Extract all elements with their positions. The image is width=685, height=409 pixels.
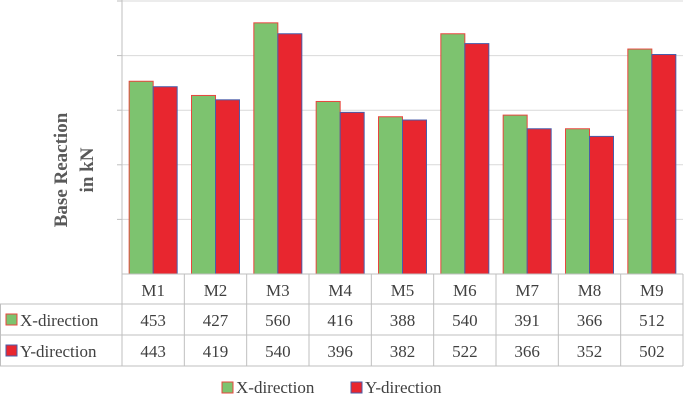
legend-key xyxy=(221,381,234,394)
bar-y-direction-m2 xyxy=(215,99,240,275)
data-label: 540 xyxy=(452,311,478,330)
data-label: 391 xyxy=(514,311,540,330)
x-tick-label: M4 xyxy=(328,281,352,300)
bar-x-direction-m1 xyxy=(128,80,154,275)
data-label: 453 xyxy=(140,311,166,330)
y-axis-title-line-1: Base Reaction xyxy=(51,112,72,227)
bar-y-direction-m9 xyxy=(651,54,677,275)
x-tick-label: M3 xyxy=(266,281,290,300)
bar-x-direction-m9 xyxy=(627,48,653,275)
data-label: 540 xyxy=(265,342,291,361)
bar-y-direction-m8 xyxy=(589,135,614,275)
y-axis-title-line-2: in kN xyxy=(77,147,98,192)
x-tick-label: M6 xyxy=(453,281,477,300)
bar-y-direction-m6 xyxy=(464,43,490,275)
data-label: 382 xyxy=(390,342,416,361)
table-legend-key xyxy=(5,313,18,326)
data-label: 560 xyxy=(265,311,291,330)
bar-x-direction-m8 xyxy=(565,128,590,275)
data-label: 502 xyxy=(639,342,665,361)
data-label: 512 xyxy=(639,311,665,330)
bar-x-direction-m2 xyxy=(191,94,216,275)
bars xyxy=(128,22,677,275)
bar-y-direction-m7 xyxy=(526,128,552,275)
legend-label: X-direction xyxy=(236,378,315,397)
data-label: 388 xyxy=(390,311,416,330)
data-label: 419 xyxy=(203,342,229,361)
table-legend-key xyxy=(5,344,18,357)
bar-y-direction-m4 xyxy=(339,111,365,275)
bar-x-direction-m7 xyxy=(502,114,528,275)
x-tick-label: M1 xyxy=(141,281,165,300)
bar-x-direction-m4 xyxy=(315,100,341,275)
data-label: 443 xyxy=(140,342,166,361)
data-label: 352 xyxy=(577,342,603,361)
data-label: 522 xyxy=(452,342,478,361)
data-label: 366 xyxy=(514,342,540,361)
x-tick-label: M5 xyxy=(391,281,415,300)
bar-x-direction-m5 xyxy=(378,116,403,275)
data-label: 366 xyxy=(577,311,603,330)
x-tick-label: M2 xyxy=(204,281,228,300)
table-series-label: Y-direction xyxy=(20,342,97,361)
x-tick-label: M8 xyxy=(578,281,602,300)
data-label: 427 xyxy=(203,311,229,330)
bar-y-direction-m1 xyxy=(152,86,178,275)
data-label: 416 xyxy=(327,311,353,330)
data-label: 396 xyxy=(327,342,353,361)
x-tick-label: M9 xyxy=(640,281,664,300)
data-table: M1 M2 M3 M4 M5 M6 M7 M8 M9 X-direction 453 427 560 41… xyxy=(0,273,684,367)
legend-key xyxy=(350,381,363,394)
x-tick-label: M7 xyxy=(515,281,539,300)
bar-y-direction-m5 xyxy=(402,119,427,275)
bar-x-direction-m3 xyxy=(253,22,279,275)
table-series-label: X-direction xyxy=(20,311,99,330)
legend: X-direction Y-direction xyxy=(221,378,442,397)
bar-y-direction-m3 xyxy=(277,33,303,275)
legend-label: Y-direction xyxy=(365,378,442,397)
y-axis-title: Base Reaction in kN xyxy=(51,112,98,227)
bar-x-direction-m6 xyxy=(440,33,466,275)
